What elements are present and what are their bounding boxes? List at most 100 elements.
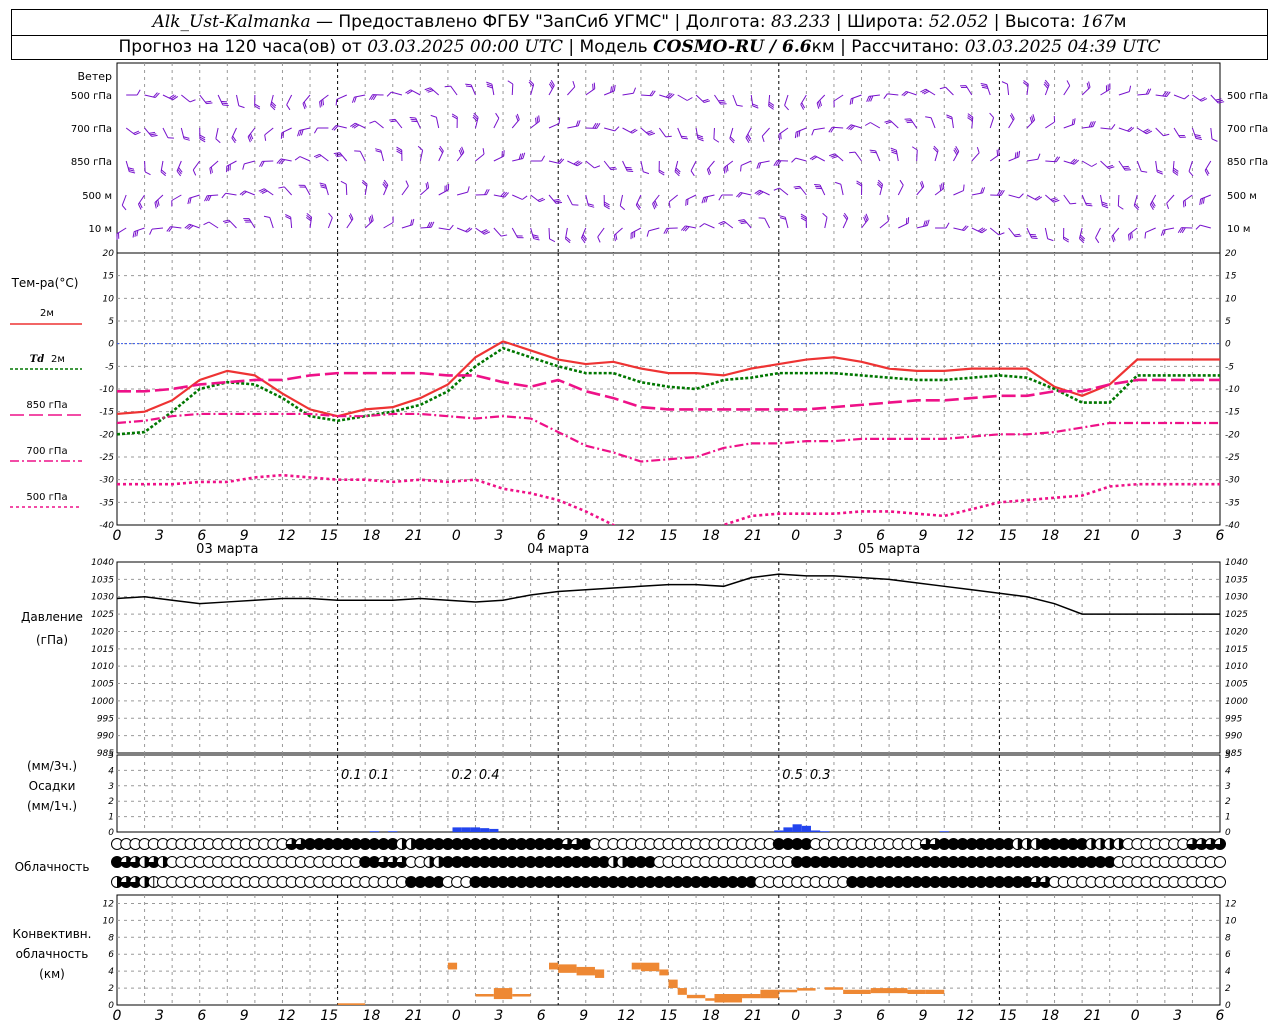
wind-barb	[512, 194, 528, 200]
wind-barb	[883, 93, 899, 99]
wind-barb-feather	[718, 220, 725, 225]
wind-barb-feather	[1173, 167, 1179, 172]
wind-barb	[897, 179, 904, 196]
wind-barb-feather	[604, 205, 610, 210]
wind-barb	[989, 112, 995, 129]
wind-barb	[294, 156, 311, 162]
convective-panel-ytick-right: 8	[1225, 933, 1231, 943]
wind-barb-feather	[502, 191, 508, 198]
wind-barb-staff	[945, 86, 954, 96]
temperature-panel-ytick-left: -5	[105, 362, 114, 372]
wind-barb-feather	[221, 100, 228, 103]
wind-barb-staff	[244, 160, 256, 165]
wind-barb-staff	[658, 127, 667, 138]
wind-barb-feather	[594, 122, 599, 129]
wind-barb	[640, 127, 656, 136]
legend-t500-label: 500 гПа	[26, 492, 67, 503]
convective-bar	[870, 988, 908, 994]
wind-barb	[849, 151, 862, 162]
wind-barb-feather	[625, 166, 632, 169]
wind-barb-feather	[383, 181, 388, 187]
temperature-axis-xtick: 6	[537, 528, 546, 544]
wind-barb-feather	[199, 138, 206, 143]
wind-barb-feather	[903, 91, 909, 97]
cloud-three-quarter	[1186, 838, 1198, 850]
wind-barb	[313, 127, 329, 134]
wind-barb-feather	[160, 171, 166, 177]
wind-barb	[144, 127, 158, 137]
pressure-panel-ytick-right: 1010	[1225, 662, 1248, 672]
convective-bar	[447, 962, 458, 970]
wind-barb-feather	[856, 182, 862, 187]
wind-barb-feather	[208, 195, 212, 202]
wind-barb	[1044, 227, 1054, 242]
wind-barb	[842, 212, 849, 229]
wind-barb-feather	[340, 180, 347, 185]
wind-barb-feather	[725, 166, 727, 173]
wind-barb	[971, 146, 980, 162]
wind-barb-feather	[1086, 82, 1090, 89]
temperature-panel-ytick-left: -30	[99, 476, 114, 486]
wind-barb-feather	[1091, 163, 1098, 167]
pressure-panel-ytick-left: 1035	[91, 575, 114, 585]
wind-barb-feather	[779, 215, 786, 218]
convective-axis-xtick: 9	[240, 1008, 249, 1024]
wind-barb-feather	[554, 200, 561, 203]
wind-barb-staff	[1081, 160, 1092, 167]
wind-barb-feather	[901, 91, 907, 96]
wind-barb	[935, 222, 950, 229]
wind-barb-staff	[512, 194, 523, 200]
convective-axis-xtick: 6	[197, 1008, 206, 1024]
wind-barb-staff	[916, 149, 918, 162]
wind-barb-feather	[674, 171, 680, 177]
wind-barb-staff	[677, 94, 688, 101]
convective-panel-ytick-right: 10	[1225, 916, 1237, 926]
wind-barb-feather	[550, 79, 555, 86]
wind-barb-feather	[157, 199, 160, 206]
wind-barb-feather	[184, 223, 190, 229]
wind-barb-feather	[1129, 233, 1132, 240]
wind-barb-feather	[426, 221, 431, 228]
wind-barb-feather	[565, 236, 571, 242]
wind-barb	[199, 127, 206, 143]
cloud-three-quarter	[1039, 876, 1051, 888]
convective-axis-xtick: 18	[702, 1008, 720, 1024]
wind-barb	[1173, 127, 1186, 138]
wind-barb	[814, 184, 826, 196]
convective-panel-ytick-left: 4	[108, 967, 114, 977]
wind-barb-staff	[299, 156, 311, 162]
wind-barb-feather	[849, 98, 852, 105]
wind-barb-feather	[538, 115, 540, 122]
wind-barb-feather	[684, 226, 690, 232]
wind-barb-staff	[236, 94, 240, 106]
wind-barb-feather	[199, 134, 206, 139]
wind-barb-staff	[585, 160, 595, 169]
wind-barb	[286, 94, 293, 111]
wind-barb-feather	[577, 120, 581, 127]
wind-barb-staff	[622, 92, 634, 96]
precip-value-label: 0.1	[341, 768, 362, 783]
wind-barb-feather	[1079, 236, 1085, 242]
wind-barb-staff	[1008, 194, 1020, 199]
wind-barb-feather	[658, 171, 665, 176]
convective-bar	[668, 979, 678, 989]
wind-barb	[1210, 94, 1225, 104]
wind-barb-feather	[740, 165, 742, 172]
wind-barb	[622, 127, 638, 134]
pressure-panel-ytick-left: 1040	[91, 558, 114, 568]
wind-barb	[1026, 153, 1041, 162]
wind-barb	[967, 113, 974, 129]
pressure-panel-ytick-right: 995	[1225, 714, 1242, 724]
wind-barb	[597, 227, 605, 243]
convective-bar	[714, 994, 743, 1003]
wind-barb	[1173, 94, 1190, 100]
wind-barb-feather	[996, 149, 999, 156]
wind-barb-feather	[998, 189, 1003, 196]
wind-barb-feather	[305, 216, 312, 222]
wind-barb-staff	[953, 190, 964, 196]
wind-barb	[567, 120, 581, 129]
wind-barb-staff	[784, 94, 789, 106]
wind-barb-feather	[350, 122, 356, 127]
wind-barb-feather	[923, 220, 926, 227]
cloud-symbol	[1214, 838, 1226, 850]
